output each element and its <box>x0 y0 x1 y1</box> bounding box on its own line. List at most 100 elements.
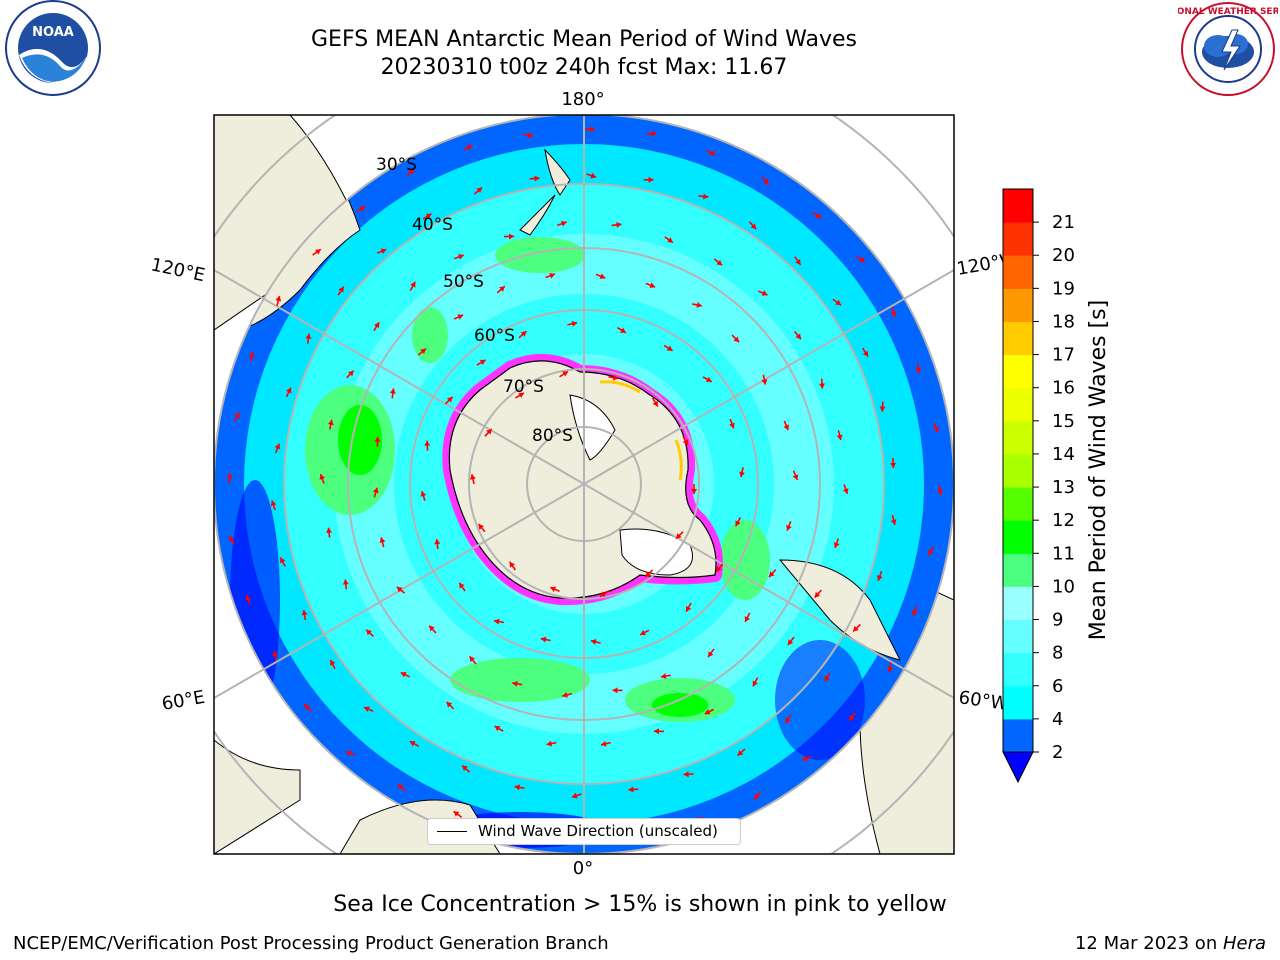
wave-direction-arrowhead <box>716 566 722 572</box>
colorbar-tick-label: 16 <box>1052 378 1075 399</box>
wave-direction-arrowhead <box>459 582 465 589</box>
colorbar-tick-label: 19 <box>1052 278 1075 299</box>
wave-direction-arrowhead <box>696 301 702 308</box>
wave-direction-arrowhead <box>345 750 352 757</box>
wave-direction-arrowhead <box>691 489 697 494</box>
wave-direction-arrowhead <box>424 440 431 446</box>
footer-credit: NCEP/EMC/Verification Post Processing Pr… <box>13 933 609 954</box>
wave-direction-arrowhead <box>890 311 897 317</box>
wave-direction-arrowhead <box>915 368 922 374</box>
nws-logo: NATIONAL WEATHER SERVICE <box>1178 2 1278 96</box>
wave-direction-arrowhead <box>660 673 667 680</box>
wave-direction-arrowhead <box>446 701 453 708</box>
wave-direction-arrowhead <box>648 176 654 183</box>
wave-direction-arrowhead <box>761 290 768 296</box>
wave-direction-arrowhead <box>601 740 607 747</box>
wave-direction-arrowhead <box>752 680 758 687</box>
wave-direction-arrowhead <box>708 651 714 657</box>
wave-direction-arrowhead <box>599 273 606 279</box>
wave-direction-arrowhead <box>890 462 897 468</box>
wave-direction-arrowhead <box>274 443 281 450</box>
wave-direction-arrowhead <box>540 636 547 643</box>
wave-direction-arrowhead <box>571 792 578 799</box>
wave-direction-arrowhead <box>373 322 380 329</box>
chart-subtitle: 20230310 t00z 240h fcst Max: 11.67 <box>380 55 788 80</box>
wave-direction-arrowhead <box>683 771 689 778</box>
wave-direction-arrowhead <box>733 336 740 343</box>
wave-direction-arrowhead <box>359 206 366 212</box>
wave-direction-arrowhead <box>653 728 660 735</box>
wave-direction-arrowhead <box>571 320 578 327</box>
wave-direction-arrowhead <box>612 374 619 381</box>
wave-direction-arrowhead <box>814 591 821 598</box>
wave-direction-arrowhead <box>546 740 553 747</box>
footer-date: 12 Mar 2023 on Hera <box>1075 933 1266 954</box>
wave-direction-arrowhead <box>912 609 918 616</box>
lat-label-40s: 40°S <box>412 215 453 235</box>
lat-label-80s: 80°S <box>532 426 573 446</box>
wave-direction-arrowhead <box>272 650 279 657</box>
wave-direction-arrowhead <box>453 811 460 817</box>
wave-direction-arrowhead <box>550 586 557 593</box>
colorbar-tick-label: 8 <box>1052 643 1063 664</box>
colorbar-tick-label: 18 <box>1052 311 1075 332</box>
wave-direction-arrowhead <box>397 784 404 791</box>
lon-label-180: 180° <box>561 89 604 110</box>
wave-direction-arrowhead <box>280 557 286 564</box>
colorbar-swatch <box>1003 619 1033 654</box>
noaa-logo-text: NOAA <box>32 25 74 40</box>
wave-direction-arrowhead <box>338 286 344 293</box>
colorbar-tick-label: 2 <box>1052 742 1063 763</box>
colorbar-tick-label: 14 <box>1052 444 1075 465</box>
wave-direction-arrowhead <box>466 145 473 151</box>
wave-direction-arrowhead <box>562 371 568 377</box>
wave-direction-arrowhead <box>374 436 381 442</box>
wave-direction-arrowhead <box>286 387 292 394</box>
colorbar-swatch <box>1003 387 1033 422</box>
wave-direction-arrowhead <box>750 223 757 230</box>
wave-direction-arrowhead <box>330 659 336 666</box>
colorbar-swatch <box>1003 321 1033 356</box>
colorbar-swatch <box>1003 189 1033 223</box>
colorbar-swatch <box>1003 685 1033 720</box>
wave-direction-arrowhead <box>549 272 555 279</box>
wave-direction-arrowhead <box>315 249 321 255</box>
wave-direction-arrowhead <box>494 726 501 732</box>
wave-direction-arrowhead <box>819 383 826 389</box>
wave-direction-arrowhead <box>396 586 403 593</box>
wave-direction-arrowhead <box>512 680 518 687</box>
wave-direction-arrowhead <box>709 149 716 156</box>
wave-direction-arrowhead <box>652 400 658 407</box>
colorbar-tick-label: 15 <box>1052 411 1075 432</box>
colorbar-swatch <box>1003 718 1033 753</box>
footer-date-text: 12 Mar 2023 on <box>1074 933 1223 954</box>
colorbar-tick-label: 11 <box>1052 543 1075 564</box>
wave-direction-arrowhead <box>887 666 893 673</box>
wave-direction-arrowhead <box>890 519 897 525</box>
wave-direction-arrowhead <box>462 765 468 772</box>
chart-title: GEFS MEAN Antarctic Mean Period of Wind … <box>311 27 857 52</box>
colorbar-swatch <box>1003 586 1033 621</box>
footer-machine: Hera <box>1222 933 1266 954</box>
wave-direction-arrowhead <box>879 406 886 412</box>
wave-direction-arrowhead <box>628 786 634 793</box>
wave-direction-arrowhead <box>248 351 255 358</box>
colorbar-swatch <box>1003 487 1033 521</box>
wave-direction-arrowhead <box>458 254 464 260</box>
wave-direction-arrowhead <box>400 672 407 678</box>
wave-direction-arrowhead <box>842 488 849 494</box>
wave-direction-arrowhead <box>729 422 735 429</box>
wave-direction-arrowhead <box>347 370 354 377</box>
map-frame <box>213 114 955 855</box>
wave-direction-arrowhead <box>859 256 866 262</box>
wave-direction-arrowhead <box>518 392 525 399</box>
graticule <box>214 115 954 854</box>
nws-logo-text: NATIONAL WEATHER SERVICE <box>1178 7 1278 17</box>
wave-direction-arrowhead <box>675 533 682 539</box>
wave-direction-arrowhead <box>682 439 689 446</box>
legend-line-icon <box>437 831 467 832</box>
wave-direction-arrowhead <box>494 618 500 625</box>
wave-direction-arrowhead <box>534 175 540 182</box>
